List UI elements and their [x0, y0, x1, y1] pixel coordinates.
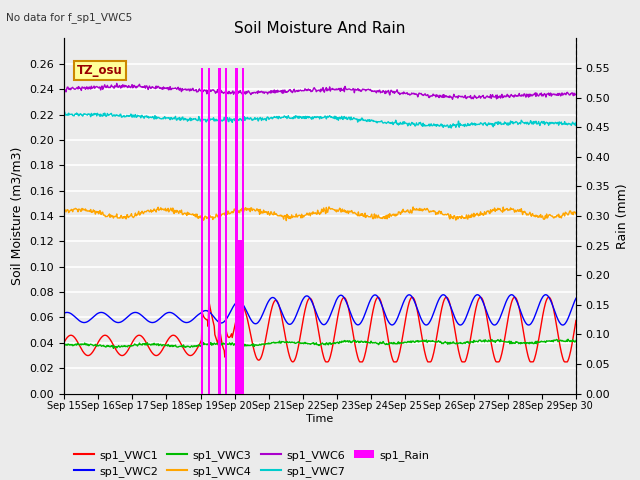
Bar: [242, 68, 244, 394]
X-axis label: Time: Time: [307, 414, 333, 424]
Bar: [235, 68, 237, 394]
Y-axis label: Rain (mm): Rain (mm): [616, 183, 629, 249]
Text: TZ_osu: TZ_osu: [77, 64, 122, 77]
Bar: [239, 240, 241, 394]
Y-axis label: Soil Moisture (m3/m3): Soil Moisture (m3/m3): [11, 147, 24, 285]
Legend: sp1_VWC1, sp1_VWC2, sp1_VWC3, sp1_VWC4, sp1_VWC6, sp1_VWC7, sp1_Rain: sp1_VWC1, sp1_VWC2, sp1_VWC3, sp1_VWC4, …: [70, 445, 434, 480]
Bar: [201, 68, 204, 394]
Bar: [208, 68, 211, 394]
Bar: [225, 68, 227, 394]
Title: Soil Moisture And Rain: Soil Moisture And Rain: [234, 21, 406, 36]
Bar: [218, 68, 221, 394]
Bar: [237, 240, 239, 394]
Bar: [240, 240, 243, 394]
Text: No data for f_sp1_VWC5: No data for f_sp1_VWC5: [6, 12, 132, 23]
